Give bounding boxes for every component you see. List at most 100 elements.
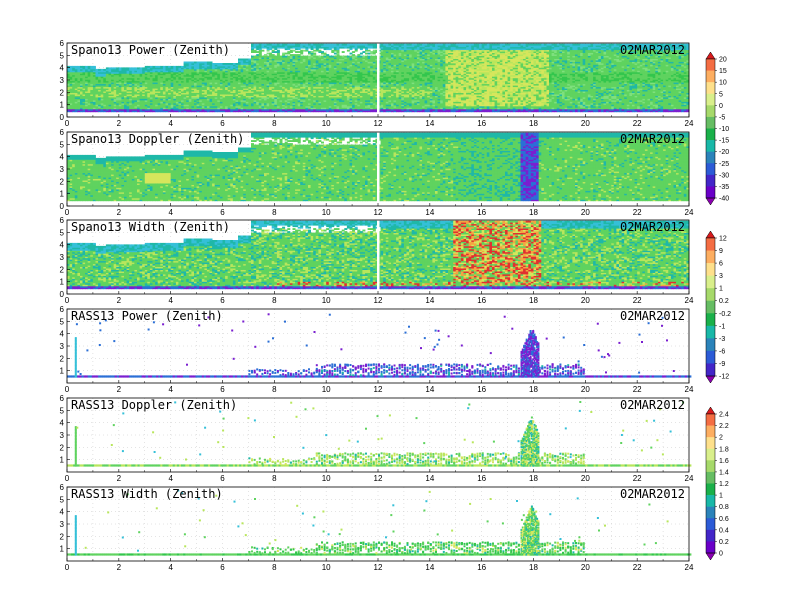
- heatmap-cell: [147, 82, 151, 85]
- heatmap-cell: [209, 67, 213, 70]
- heatmap-cell: [201, 79, 205, 82]
- heatmap-cell: [103, 89, 107, 92]
- heatmap-cell: [243, 107, 247, 110]
- heatmap-cell: [196, 104, 200, 107]
- heatmap-cell: [186, 100, 190, 102]
- heatmap-cell: [344, 43, 348, 46]
- heatmap-cell: [134, 82, 138, 85]
- heatmap-cell: [170, 88, 174, 90]
- heatmap-cell: [206, 98, 210, 101]
- heatmap-cell: [240, 67, 244, 70]
- heatmap-cell: [137, 82, 140, 85]
- heatmap-cell: [105, 82, 109, 85]
- heatmap-cell: [108, 77, 112, 80]
- heatmap-cell: [235, 74, 239, 77]
- heatmap-cell: [134, 71, 138, 74]
- heatmap-cell: [258, 70, 262, 73]
- heatmap-cell: [222, 73, 226, 76]
- heatmap-cell: [142, 107, 146, 110]
- heatmap-cell: [131, 71, 135, 74]
- heatmap-cell: [108, 108, 112, 111]
- heatmap-cell: [346, 49, 350, 52]
- heatmap-cell: [238, 89, 241, 92]
- heatmap-cell: [261, 86, 265, 89]
- heatmap-cell: [85, 82, 89, 85]
- heatmap-cell: [173, 100, 177, 102]
- heatmap-cell: [219, 68, 223, 71]
- heatmap-cell: [160, 68, 164, 71]
- heatmap-cell: [225, 108, 229, 111]
- heatmap-cell: [69, 68, 73, 71]
- heatmap-cell: [315, 55, 319, 58]
- heatmap-cell: [74, 104, 78, 107]
- heatmap-cell: [139, 68, 143, 71]
- heatmap-cell: [191, 63, 195, 65]
- heatmap-cell: [87, 89, 91, 92]
- heatmap-cell: [196, 88, 200, 90]
- heatmap-cell: [251, 92, 254, 95]
- heatmap-cell: [116, 76, 120, 79]
- heatmap-cell: [206, 74, 210, 77]
- heatmap-cell: [204, 98, 208, 101]
- heatmap-cell: [232, 64, 236, 67]
- heatmap-cell: [139, 73, 143, 76]
- heatmap-cell: [72, 68, 76, 71]
- heatmap-cell: [157, 97, 161, 99]
- heatmap-cell: [240, 64, 244, 67]
- heatmap-cell: [261, 110, 265, 113]
- heatmap-cell: [258, 83, 262, 86]
- heatmap-cell: [103, 83, 107, 86]
- heatmap-cell: [82, 70, 86, 73]
- heatmap-cell: [188, 102, 192, 105]
- heatmap-cell: [204, 76, 208, 79]
- heatmap-cell: [243, 97, 247, 99]
- heatmap-cell: [178, 108, 182, 111]
- heatmap-cell: [253, 97, 257, 99]
- heatmap-cell: [232, 82, 236, 85]
- heatmap-cell: [155, 79, 159, 82]
- heatmap-cell: [295, 51, 299, 53]
- heatmap-cell: [251, 77, 254, 80]
- heatmap-cell: [230, 67, 234, 70]
- heatmap-cell: [191, 67, 195, 70]
- heatmap-cell: [339, 43, 343, 46]
- heatmap-cell: [69, 105, 73, 108]
- heatmap-cell: [209, 64, 213, 67]
- heatmap-cell: [74, 76, 78, 79]
- heatmap-cell: [212, 85, 216, 88]
- heatmap-cell: [67, 83, 70, 86]
- heatmap-cell: [124, 67, 127, 70]
- heatmap-cell: [121, 104, 125, 107]
- heatmap-cell: [204, 104, 208, 107]
- heatmap-cell: [103, 98, 107, 101]
- heatmap-cell: [105, 89, 109, 92]
- heatmap-cell: [72, 73, 76, 76]
- heatmap-cell: [108, 104, 112, 107]
- heatmap-cell: [196, 105, 200, 108]
- heatmap-cell: [225, 94, 229, 96]
- heatmap-cell: [155, 65, 159, 68]
- heatmap-cell: [251, 110, 254, 113]
- heatmap-cell: [142, 97, 146, 99]
- heatmap-cell: [77, 98, 81, 101]
- heatmap-cell: [144, 95, 148, 98]
- heatmap-cell: [178, 68, 182, 71]
- heatmap-cell: [251, 104, 254, 107]
- heatmap-cell: [126, 73, 130, 76]
- heatmap-cell: [232, 63, 236, 65]
- heatmap-cell: [199, 68, 203, 71]
- heatmap-cell: [261, 70, 265, 73]
- heatmap-cell: [199, 65, 203, 68]
- heatmap-cell: [196, 80, 200, 83]
- heatmap-cell: [129, 97, 133, 99]
- heatmap-cell: [227, 79, 231, 82]
- heatmap-cell: [261, 104, 265, 107]
- heatmap-cell: [251, 85, 254, 88]
- heatmap-cell: [108, 79, 112, 82]
- heatmap-cell: [349, 52, 353, 55]
- heatmap-cell: [204, 85, 208, 88]
- heatmap-cell: [261, 76, 265, 79]
- heatmap-cell: [129, 92, 133, 95]
- heatmap-cell: [214, 102, 218, 105]
- heatmap-cell: [80, 100, 83, 102]
